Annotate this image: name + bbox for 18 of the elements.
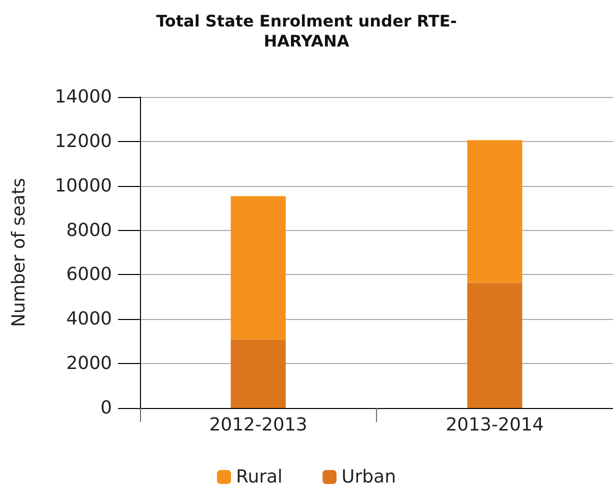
bar bbox=[467, 140, 522, 283]
chart-title: Total State Enrolment under RTE- HARYANA bbox=[156, 12, 457, 50]
bar bbox=[230, 340, 286, 408]
y-tick-label: 10000 bbox=[54, 175, 112, 196]
y-tick-label: 14000 bbox=[54, 86, 112, 108]
y-axis-title: Number of seats bbox=[8, 178, 30, 328]
legend-label: Rural bbox=[236, 466, 283, 488]
x-tick-label: 2012-2013 bbox=[209, 414, 308, 436]
y-tick-label: 8000 bbox=[66, 220, 112, 241]
y-tick-label: 12000 bbox=[54, 130, 112, 152]
x-tick-label: 2013-2014 bbox=[446, 414, 544, 436]
y-tick-label: 4000 bbox=[66, 308, 112, 330]
bar bbox=[467, 282, 522, 408]
y-tick-label: 6000 bbox=[66, 264, 112, 286]
y-tick-label: 2000 bbox=[66, 353, 112, 374]
y-tick-label: 0 bbox=[100, 398, 112, 418]
legend-label: Urban bbox=[342, 466, 396, 488]
bar bbox=[230, 196, 286, 340]
